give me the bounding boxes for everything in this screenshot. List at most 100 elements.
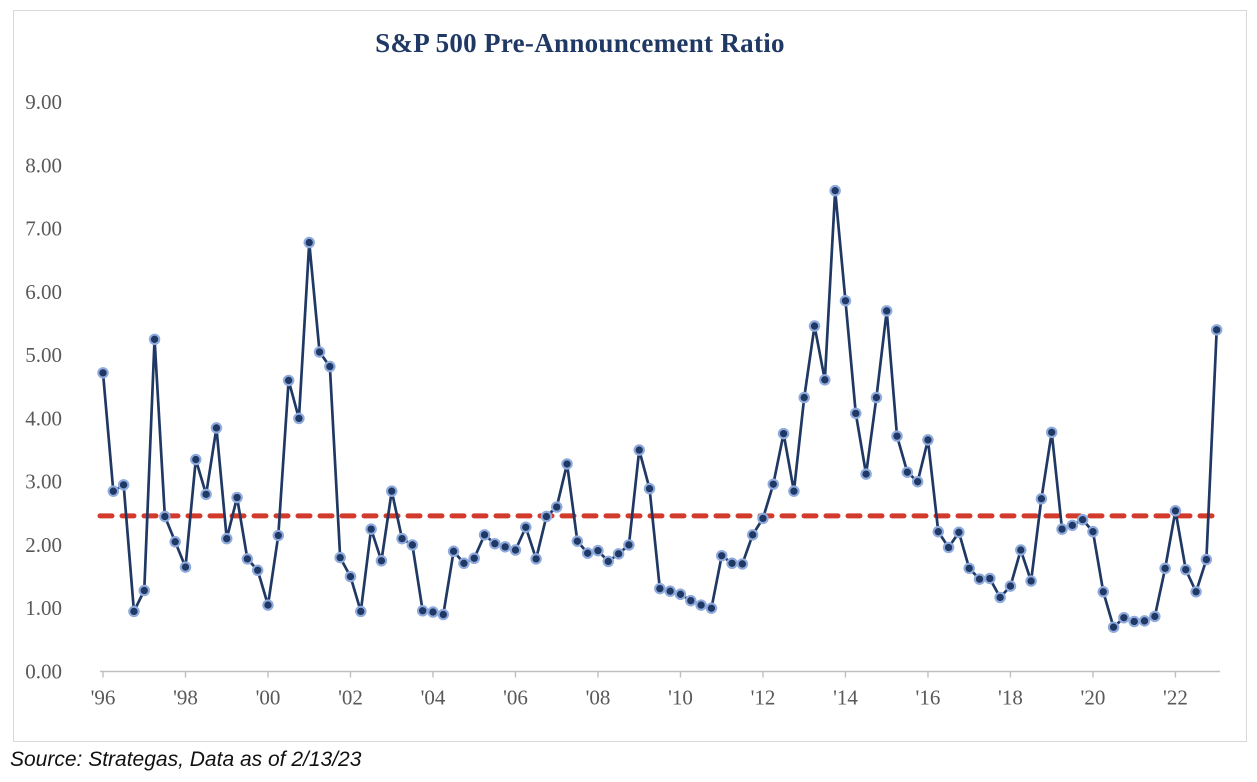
- data-point-marker: [715, 549, 728, 562]
- y-axis-tick-label: 9.00: [25, 90, 62, 114]
- chart-frame: [13, 10, 1247, 742]
- data-point-marker: [839, 294, 852, 307]
- data-point-marker: [1035, 493, 1048, 505]
- y-axis-tick-label: 5.00: [25, 343, 62, 367]
- x-axis-tick-label: '00: [256, 686, 281, 710]
- x-axis-tick-label: '20: [1081, 686, 1106, 710]
- data-point-marker: [633, 444, 645, 456]
- data-point-marker: [1118, 611, 1130, 624]
- data-point-marker: [911, 475, 924, 488]
- data-point-marker: [365, 523, 377, 535]
- data-point-marker: [808, 320, 821, 332]
- data-point-marker: [489, 537, 501, 550]
- data-point-marker: [798, 391, 810, 404]
- data-point-marker: [375, 555, 388, 567]
- data-point-marker: [705, 602, 718, 614]
- data-point-marker: [571, 535, 584, 547]
- data-point-marker: [344, 570, 357, 583]
- data-point-marker: [478, 529, 491, 541]
- data-point-marker: [241, 553, 254, 565]
- data-line: [101, 189, 1219, 629]
- data-point-marker: [726, 557, 738, 570]
- data-point-marker: [984, 572, 996, 585]
- data-point-marker: [643, 482, 656, 495]
- x-axis-tick-label: '04: [421, 686, 446, 710]
- data-point-marker: [1200, 553, 1213, 566]
- data-point-marker: [1015, 544, 1027, 556]
- data-point-marker: [272, 529, 285, 542]
- data-point-marker: [128, 605, 140, 618]
- data-point-marker: [293, 412, 305, 425]
- x-axis-tick-label: '06: [503, 686, 528, 710]
- data-point-marker: [612, 548, 625, 560]
- data-point-marker: [932, 525, 945, 538]
- data-point-marker: [860, 468, 872, 480]
- data-point-marker: [262, 599, 274, 611]
- x-axis-tick-label: '10: [668, 686, 693, 710]
- data-point-marker: [396, 532, 408, 545]
- data-point-marker: [355, 605, 367, 618]
- data-point-marker: [107, 485, 120, 497]
- data-point-marker: [540, 510, 553, 523]
- data-point-marker: [767, 478, 780, 490]
- x-axis-tick-label: '12: [751, 686, 776, 710]
- data-point-marker: [97, 367, 109, 379]
- data-point-marker: [664, 585, 676, 597]
- data-point-marker: [623, 539, 635, 551]
- data-point-marker: [200, 488, 212, 501]
- data-point-marker: [757, 512, 769, 525]
- data-point-marker: [530, 553, 542, 565]
- data-point-marker: [880, 305, 893, 317]
- data-point-marker: [334, 551, 346, 564]
- data-point-marker: [520, 521, 532, 533]
- data-point-marker: [427, 606, 439, 618]
- data-point-marker: [953, 526, 965, 539]
- x-axis-tick-label: '18: [998, 686, 1023, 710]
- data-point-marker: [499, 541, 511, 553]
- data-point-marker: [303, 236, 315, 249]
- data-point-marker: [654, 582, 666, 595]
- source-note: Source: Strategas, Data as of 2/13/23: [10, 748, 362, 771]
- data-point-marker: [1025, 575, 1037, 587]
- data-point-marker: [602, 555, 615, 568]
- data-point-marker: [1087, 525, 1099, 538]
- data-point-marker: [313, 346, 326, 358]
- data-point-marker: [148, 333, 161, 346]
- y-axis-tick-label: 2.00: [25, 533, 62, 557]
- data-point-marker: [777, 427, 790, 440]
- y-axis-tick-label: 8.00: [25, 153, 62, 177]
- data-point-marker: [550, 501, 563, 513]
- data-point-marker: [282, 374, 295, 387]
- data-point-marker: [746, 529, 759, 541]
- data-point-marker: [674, 588, 687, 601]
- data-point-marker: [1138, 615, 1151, 627]
- data-point-marker: [251, 564, 264, 577]
- data-point-marker: [1128, 615, 1140, 628]
- data-point-marker: [922, 434, 934, 446]
- x-axis-tick-label: '98: [173, 686, 198, 710]
- data-point-marker: [1149, 610, 1161, 623]
- y-axis-tick-label: 1.00: [25, 596, 62, 620]
- data-point-marker: [1210, 324, 1223, 336]
- data-point-marker: [169, 536, 181, 548]
- data-point-marker: [416, 605, 429, 617]
- chart-title: S&P 500 Pre-Announcement Ratio: [375, 28, 785, 58]
- data-point-marker: [1045, 426, 1058, 439]
- y-axis-tick-label: 3.00: [25, 470, 62, 494]
- data-point-marker: [1097, 586, 1110, 598]
- data-point-marker: [870, 391, 883, 404]
- data-point-marker: [1190, 586, 1202, 598]
- data-point-marker: [447, 545, 460, 558]
- data-point-marker: [458, 557, 470, 570]
- x-axis-tick-label: '96: [91, 686, 116, 710]
- data-point-marker: [1169, 505, 1182, 517]
- data-point-marker: [138, 584, 150, 597]
- data-point-marker: [829, 184, 841, 197]
- y-axis-tick-label: 7.00: [25, 217, 62, 241]
- y-axis-tick-label: 4.00: [25, 406, 62, 430]
- data-point-marker: [210, 422, 223, 434]
- data-point-marker: [468, 552, 480, 564]
- data-point-marker: [592, 544, 604, 557]
- x-axis-tick-label: '16: [916, 686, 941, 710]
